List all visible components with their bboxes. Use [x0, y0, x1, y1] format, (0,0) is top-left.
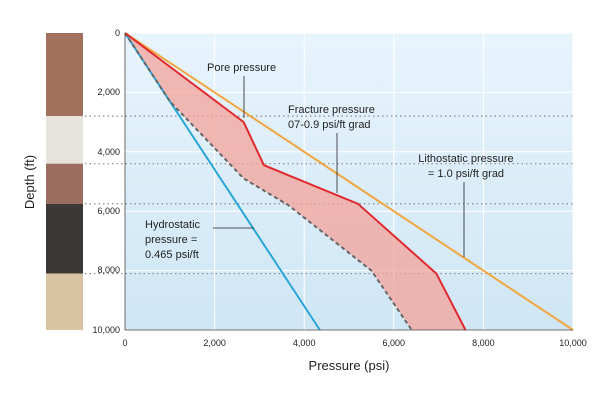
- y-tick-label: 6,000: [97, 206, 120, 216]
- rock-layer: [46, 33, 83, 117]
- y-tick-label: 4,000: [97, 147, 120, 157]
- grid: [124, 32, 574, 331]
- rock-layer: [46, 203, 83, 274]
- y-tick-label: 8,000: [97, 265, 120, 275]
- lithostatic-gradient-label: = 1.0 psi/ft grad: [428, 168, 504, 180]
- y-tick-label: 0: [115, 28, 120, 38]
- rock-layer: [46, 116, 83, 164]
- pore-pressure-line: [124, 32, 413, 331]
- series-lines: [124, 32, 574, 331]
- y-tick-label: 2,000: [97, 87, 120, 97]
- hydrostatic-pressure-label: pressure =: [145, 234, 197, 246]
- lithostatic-pressure-label: Lithostatic pressure: [418, 153, 513, 165]
- rock-layer: [46, 273, 83, 330]
- fracture-pressure-label: Fracture pressure: [288, 104, 375, 116]
- x-tick-label: 2,000: [203, 338, 226, 348]
- x-tick-label: 6,000: [383, 338, 406, 348]
- fracture-gradient-label: 07-0.9 psi/ft grad: [288, 119, 371, 131]
- x-tick-label: 0: [122, 338, 127, 348]
- hydrostatic-gradient-label: 0.465 psi/ft: [145, 249, 199, 261]
- x-tick-label: 8,000: [472, 338, 495, 348]
- annotation-leaders: [213, 76, 465, 257]
- x-tick-label: 4,000: [293, 338, 316, 348]
- x-axis-title: Pressure (psi): [309, 358, 390, 373]
- pressure-window-band: [125, 33, 466, 330]
- lithostatic-pressure-line: [124, 32, 574, 331]
- rock-layer: [46, 163, 83, 204]
- hydrostatic-pressure-label: Hydrostatic: [145, 219, 201, 231]
- rock-column: [46, 33, 83, 330]
- y-axis-title: Depth (ft): [22, 155, 37, 209]
- x-tick-label: 10,000: [559, 338, 587, 348]
- pressure-window: [125, 33, 466, 330]
- fracture-pressure-line: [124, 32, 467, 331]
- y-tick-label: 10,000: [92, 325, 120, 335]
- pore-pressure-label: Pore pressure: [207, 62, 276, 74]
